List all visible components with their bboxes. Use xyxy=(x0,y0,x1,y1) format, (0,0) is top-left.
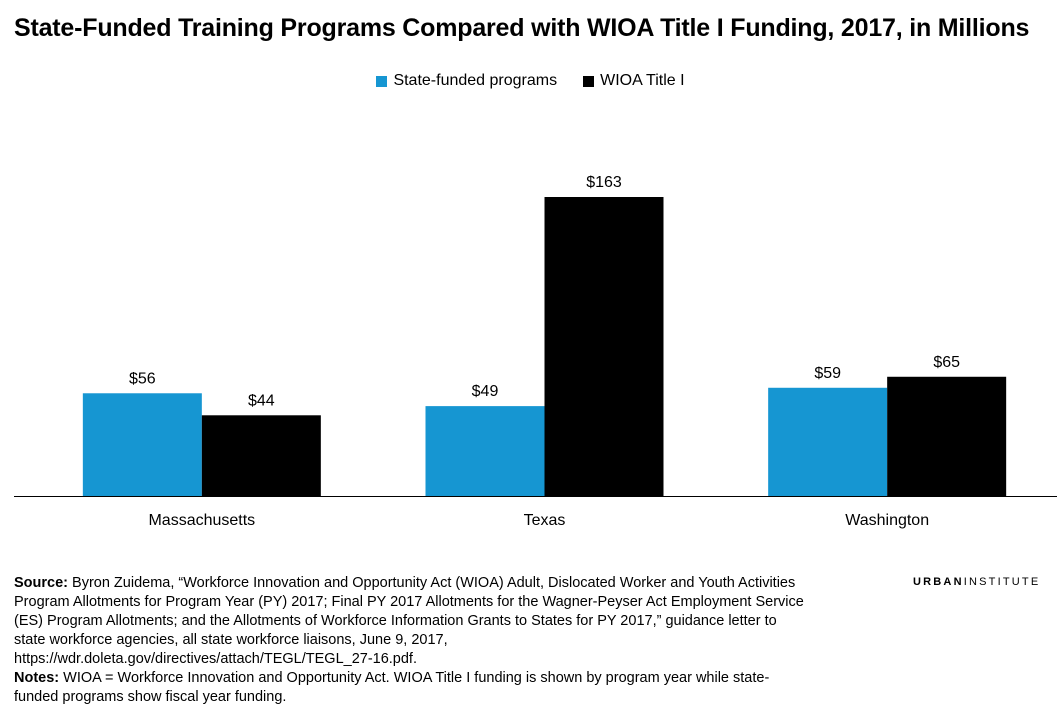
bar-texas-state xyxy=(425,406,545,496)
urban-institute-logo: URBANINSTITUTE xyxy=(913,576,1040,588)
legend-label-state: State-funded programs xyxy=(393,72,558,89)
bar-massachusetts-wioa xyxy=(201,415,321,496)
data-label-texas-wioa: $163 xyxy=(586,174,622,191)
legend: State-funded programs WIOA Title I xyxy=(0,72,1061,90)
notes-block: Source: Byron Zuidema, “Workforce Innova… xyxy=(14,574,804,707)
source-label: Source: xyxy=(14,575,68,591)
x-tick-label-massachusetts: Massachusetts xyxy=(148,512,255,529)
data-label-washington-wioa: $65 xyxy=(933,354,960,371)
brand-part2: INSTITUTE xyxy=(963,576,1041,588)
bar-massachusetts-state xyxy=(82,393,202,496)
notes-text: WIOA = Workforce Innovation and Opportun… xyxy=(14,670,770,705)
x-tick-label-washington: Washington xyxy=(845,512,929,529)
x-tick-label-texas: Texas xyxy=(524,512,566,529)
bar-texas-wioa xyxy=(544,197,664,496)
legend-swatch-wioa xyxy=(583,75,595,87)
chart-title: State-Funded Training Programs Compared … xyxy=(14,14,1030,42)
bar-washington-wioa xyxy=(887,376,1007,496)
data-label-washington-state: $59 xyxy=(814,365,841,382)
bar-chart: $56 $44 Massachusetts $49 $163 Texas $59 $65 Was… xyxy=(14,174,1057,529)
source-note: Source: Byron Zuidema, “Workforce Innova… xyxy=(14,574,804,669)
legend-item-state: State-funded programs xyxy=(376,72,557,90)
source-text: Byron Zuidema, “Workforce Innovation and… xyxy=(14,575,804,667)
notes-label: Notes: xyxy=(14,670,60,686)
notes-note: Notes: WIOA = Workforce Innovation and O… xyxy=(14,669,804,707)
legend-item-wioa: WIOA Title I xyxy=(583,72,685,90)
brand-part1: URBAN xyxy=(913,576,964,588)
data-label-texas-state: $49 xyxy=(472,383,499,400)
legend-swatch-state xyxy=(376,75,388,87)
data-label-massachusetts-wioa: $44 xyxy=(248,392,275,409)
data-label-massachusetts-state: $56 xyxy=(129,370,156,387)
legend-label-wioa: WIOA Title I xyxy=(600,72,685,89)
bar-washington-state xyxy=(768,387,888,496)
